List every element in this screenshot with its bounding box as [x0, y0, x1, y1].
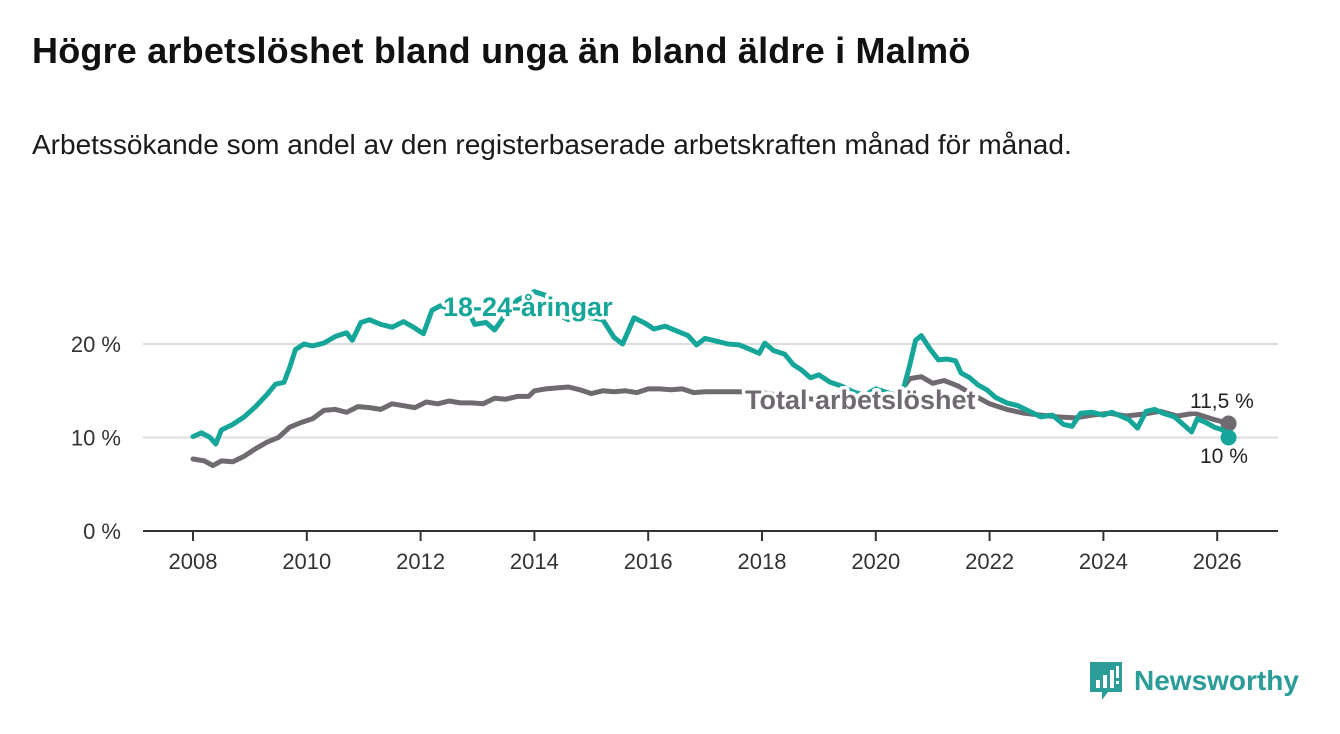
y-tick-label: 10 %	[71, 426, 121, 451]
x-tick-label: 2016	[624, 549, 673, 574]
x-tick-label: 2020	[851, 549, 900, 574]
brand-logo: Newsworthy	[1088, 660, 1299, 702]
end-label-youth: 10 %	[1200, 445, 1248, 468]
end-label-total-halo: 11,5 %	[1190, 390, 1254, 413]
end-label-total: 11,5 %	[1190, 390, 1254, 413]
gridlines	[143, 343, 1278, 439]
y-tick-label: 20 %	[71, 332, 121, 357]
series-line-total	[190, 374, 1232, 469]
bar-chart-logo-icon	[1090, 662, 1122, 700]
end-point-total	[1220, 415, 1237, 432]
chart-title: Högre arbetslöshet bland unga än bland ä…	[32, 30, 971, 71]
series-label-total: Total arbetslöshet	[745, 385, 976, 415]
series-label-total-halo: Total arbetslöshet	[745, 385, 976, 415]
brand-name: Newsworthy	[1134, 665, 1299, 696]
series-lines	[190, 289, 1237, 469]
series-line-youth	[190, 289, 1232, 447]
x-tick-label: 2018	[738, 549, 787, 574]
x-tick-label: 2008	[169, 549, 218, 574]
end-label-youth-halo: 10 %	[1200, 445, 1248, 468]
chart-subtitle: Arbetssökande som andel av den registerb…	[32, 129, 1072, 160]
x-tick-label: 2024	[1079, 549, 1128, 574]
series-label-youth: 18-24-åringar	[443, 292, 613, 322]
axes: 0 % 10 % 20 % 2008 2010 2012 2014 2016 2018 2020 2…	[71, 332, 1278, 574]
x-tick-label: 2022	[965, 549, 1014, 574]
x-tick-label: 2010	[282, 549, 331, 574]
y-tick-label: 0 %	[83, 519, 121, 544]
series-label-youth-halo: 18-24-åringar	[443, 292, 613, 322]
x-tick-label: 2012	[396, 549, 445, 574]
x-tick-label: 2014	[510, 549, 559, 574]
x-tick-label: 2026	[1193, 549, 1242, 574]
end-point-youth	[1220, 429, 1237, 446]
